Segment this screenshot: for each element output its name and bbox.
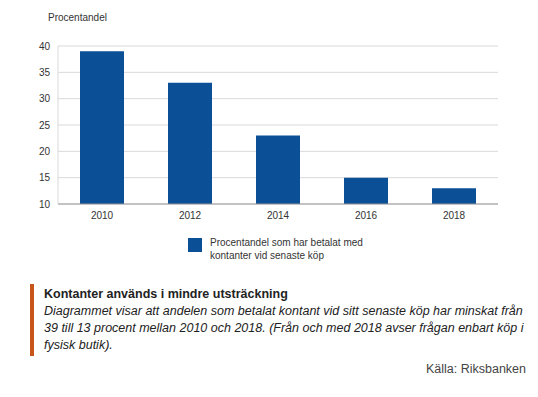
svg-text:2012: 2012 bbox=[179, 210, 202, 221]
svg-text:30: 30 bbox=[39, 93, 51, 104]
html-text:Procentandel som har betalat m: Procentandel som har betalat med kontant… bbox=[210, 237, 363, 261]
svg-text:15: 15 bbox=[39, 172, 51, 183]
svg-text:25: 25 bbox=[39, 120, 51, 131]
html-text:Diagrammet visar att andelen s: Diagrammet visar att andelen som betalat… bbox=[44, 304, 524, 352]
svg-text:35: 35 bbox=[39, 67, 51, 78]
html-text:Kontanter används i mindre uts: Kontanter används i mindre utsträckning bbox=[44, 287, 288, 301]
html-text:Källa: Riksbanken: Källa: Riksbanken bbox=[425, 362, 526, 376]
svg-text:20: 20 bbox=[39, 146, 51, 157]
svg-text:2014: 2014 bbox=[267, 210, 290, 221]
svg-text:2018: 2018 bbox=[443, 210, 466, 221]
html-text:Procentandel: Procentandel bbox=[48, 12, 107, 23]
svg-text:2010: 2010 bbox=[91, 210, 114, 221]
svg-text:40: 40 bbox=[39, 41, 51, 52]
svg-text:10: 10 bbox=[39, 199, 51, 210]
svg-text:2016: 2016 bbox=[355, 210, 378, 221]
